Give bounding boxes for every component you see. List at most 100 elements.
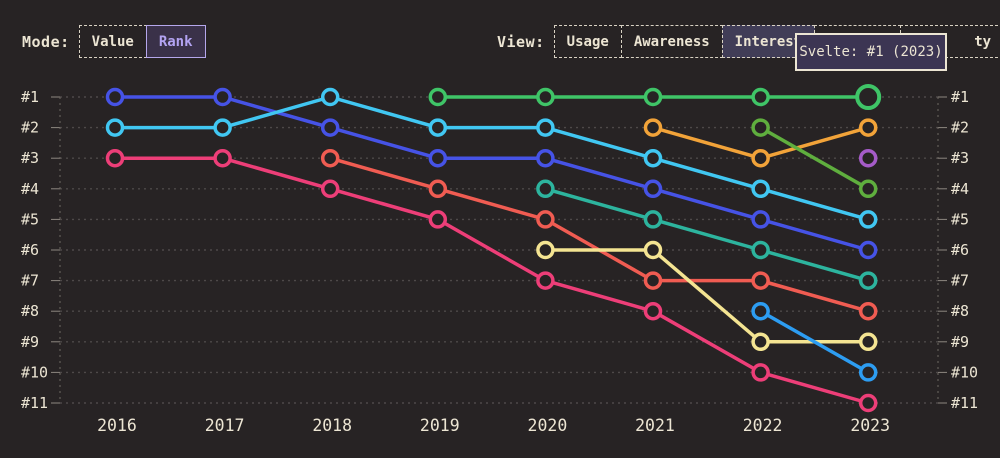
chart-point-teal-2021[interactable] [643,210,663,229]
right-rank-label: #9 [951,333,969,351]
chart-point-pink-2020[interactable] [536,271,555,290]
chart-point-orange-2023[interactable] [858,118,878,137]
chart-point-orange-2022[interactable] [751,148,770,168]
left-rank-label: #6 [21,241,39,259]
mode-toolbar: Mode: Value Rank [22,25,206,58]
chart-point-coral-2020[interactable] [536,210,555,229]
chart-point-pink-2017[interactable] [213,148,232,168]
chart-point-blue-2016[interactable] [105,87,125,107]
chart-point-apple-green-2023[interactable] [858,179,878,199]
chart-point-blue-2018[interactable] [320,118,340,137]
chart-point-blue-2019[interactable] [428,148,448,168]
left-rank-label: #9 [21,333,39,351]
mode-rank-button[interactable]: Rank [145,25,206,58]
chart-line-teal [543,187,870,283]
left-rank-label: #4 [21,180,39,198]
right-rank-label: #4 [951,180,969,198]
mode-button-group: Value Rank [78,25,206,58]
chart-line-cyan [113,95,870,222]
chart-point-yellow-2021[interactable] [643,240,663,260]
chart-point-cyan-2022[interactable] [751,179,770,199]
chart-point-cyan-2020[interactable] [536,118,555,137]
year-label: 2021 [635,416,675,435]
chart-point-apple-green-2022[interactable] [751,118,770,137]
chart-point-svelte-green-2023[interactable] [855,84,882,110]
right-rank-label: #11 [951,394,978,412]
chart-point-cyan-2021[interactable] [643,148,663,168]
view-awareness-button[interactable]: Awareness [620,25,723,58]
chart-point-blue-2023[interactable] [858,240,878,260]
chart-point-pink-2018[interactable] [320,179,340,199]
chart-point-pink-2023[interactable] [858,393,878,413]
chart-point-svelte-green-2020[interactable] [536,87,555,107]
year-label: 2016 [97,416,137,435]
chart-point-orange-2021[interactable] [643,118,663,137]
chart-line-dodger-blue [758,309,870,375]
right-rank-label: #6 [951,241,969,259]
year-label: 2022 [743,416,783,435]
left-rank-label: #5 [21,210,39,228]
chart-point-dodger-blue-2023[interactable] [858,363,878,382]
chart-point-coral-2022[interactable] [751,271,770,290]
mode-value-button[interactable]: Value [78,25,147,58]
year-label: 2023 [850,416,890,435]
chart-point-pink-2016[interactable] [105,148,125,168]
year-label: 2019 [420,416,460,435]
right-rank-label: #1 [951,88,969,106]
chart-point-svelte-green-2019[interactable] [428,87,448,107]
year-label: 2018 [312,416,352,435]
chart-line-blue [113,95,870,252]
chart-point-pink-2022[interactable] [751,363,770,382]
chart-point-teal-2022[interactable] [751,240,770,260]
chart-point-cyan-2017[interactable] [213,118,232,137]
chart-point-cyan-2023[interactable] [858,210,878,229]
right-rank-label: #8 [951,302,969,320]
chart-point-pink-2019[interactable] [428,210,448,229]
chart-point-teal-2023[interactable] [858,271,878,290]
chart-point-blue-2017[interactable] [213,87,232,107]
chart-point-dodger-blue-2022[interactable] [751,301,770,321]
chart-point-coral-2023[interactable] [858,301,878,321]
chart-point-cyan-2016[interactable] [105,118,125,137]
chart-point-blue-2020[interactable] [536,148,555,168]
chart-point-coral-2018[interactable] [320,148,340,168]
left-rank-label: #8 [21,302,39,320]
view-label: View: [497,32,545,51]
left-rank-label: #10 [21,363,48,381]
chart-point-blue-2022[interactable] [751,210,770,229]
chart-line-pink [113,156,870,405]
chart-point-coral-2021[interactable] [643,271,663,290]
chart-point-blue-2021[interactable] [643,179,663,199]
chart-line-coral [328,156,870,313]
chart-point-cyan-2019[interactable] [428,118,448,137]
chart-point-yellow-2023[interactable] [858,332,878,352]
chart-line-apple-green [758,125,870,191]
left-rank-label: #2 [21,119,39,137]
chart-point-yellow-2022[interactable] [751,332,770,352]
year-label: 2020 [528,416,568,435]
view-usage-button[interactable]: Usage [553,25,622,58]
chart-tooltip: Svelte: #1 (2023) [795,33,947,71]
chart-point-svelte-green-2021[interactable] [643,87,663,107]
chart-tooltip-text: Svelte: #1 (2023) [799,44,943,60]
chart-point-coral-2019[interactable] [428,179,448,199]
left-rank-label: #3 [21,149,39,167]
mode-label: Mode: [22,32,70,51]
right-rank-label: #10 [951,363,978,381]
right-rank-label: #7 [951,272,969,290]
left-rank-label: #1 [21,88,39,106]
chart-point-svelte-green-2022[interactable] [751,87,770,107]
left-rank-label: #7 [21,272,39,290]
right-rank-label: #2 [951,119,969,137]
year-label: 2017 [205,416,245,435]
chart-point-pink-2021[interactable] [643,301,663,321]
chart-point-teal-2020[interactable] [536,179,555,199]
left-rank-label: #11 [21,394,48,412]
chart-point-cyan-2018[interactable] [320,87,340,107]
right-rank-label: #3 [951,149,969,167]
right-rank-label: #5 [951,210,969,228]
chart-point-purple-2023[interactable] [858,148,878,168]
chart-point-yellow-2020[interactable] [536,240,555,260]
